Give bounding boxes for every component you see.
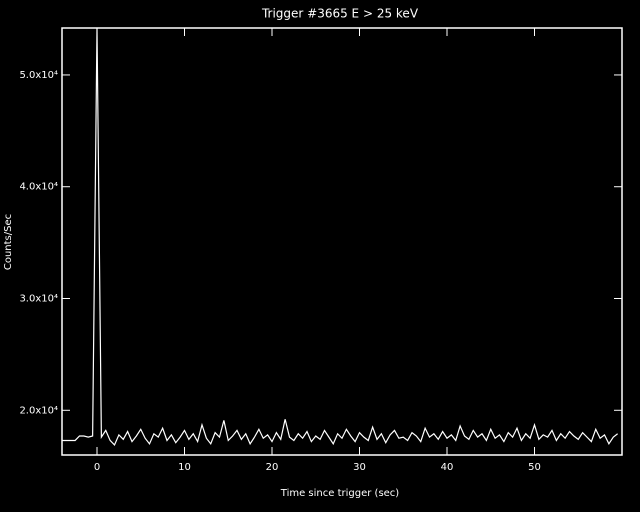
x-tick-label: 40 [441, 462, 454, 473]
x-tick-label: 30 [353, 462, 366, 473]
y-tick-label: 2.0x10⁴ [19, 405, 58, 416]
plot-frame [61, 27, 623, 456]
x-tick-label: 20 [266, 462, 279, 473]
data-line [62, 27, 618, 446]
x-axis-label: Time since trigger (sec) [280, 488, 400, 499]
y-axis-label: Counts/Sec [3, 214, 14, 270]
y-tick-label: 3.0x10⁴ [19, 294, 58, 305]
x-tick-label: 10 [178, 462, 191, 473]
y-tick-label: 5.0x10⁴ [19, 70, 58, 81]
x-tick-label: 0 [94, 462, 100, 473]
x-tick-label: 50 [528, 462, 541, 473]
y-tick-label: 4.0x10⁴ [19, 182, 58, 193]
chart-title: Trigger #3665 E > 25 keV [261, 7, 419, 21]
